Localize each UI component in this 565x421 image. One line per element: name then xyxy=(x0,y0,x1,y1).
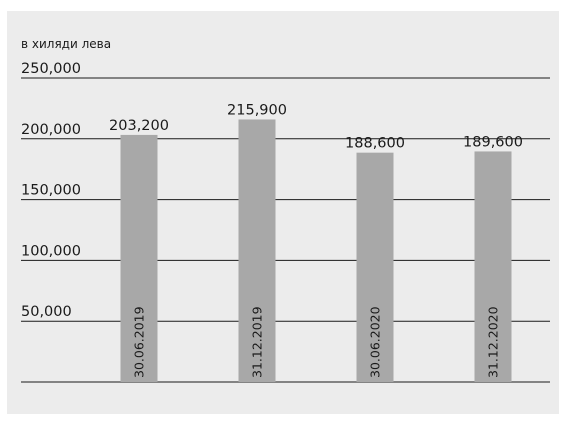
y-tick-label: 100,000 xyxy=(21,243,81,259)
bar xyxy=(356,152,394,382)
bar xyxy=(474,151,512,382)
value-label: 215,900 xyxy=(227,102,287,118)
bar xyxy=(120,134,158,382)
labels-layer: 50,000 100,000 150,000 200,000 250,000 203,20… xyxy=(21,61,523,378)
x-category-label: 31.12.2020 xyxy=(486,306,501,378)
y-tick-label: 200,000 xyxy=(21,122,81,138)
y-tick-label: 150,000 xyxy=(21,183,81,199)
y-tick-label: 250,000 xyxy=(21,61,81,77)
chart-panel: в хиляди лева 50,000 100,000 150,000 200,00… xyxy=(7,11,559,414)
value-label: 203,200 xyxy=(109,118,169,134)
value-label: 189,600 xyxy=(463,134,523,150)
bar xyxy=(238,119,276,382)
unit-label: в хиляди лева xyxy=(21,37,111,51)
x-category-label: 30.06.2019 xyxy=(132,306,147,378)
grid-layer xyxy=(21,77,550,383)
bar-chart: в хиляди лева 50,000 100,000 150,000 200,00… xyxy=(21,37,550,383)
y-tick-label: 50,000 xyxy=(21,304,72,320)
x-category-label: 30.06.2020 xyxy=(368,306,383,378)
value-label: 188,600 xyxy=(345,136,405,152)
bars-layer xyxy=(120,119,512,382)
x-category-label: 31.12.2019 xyxy=(250,306,265,378)
